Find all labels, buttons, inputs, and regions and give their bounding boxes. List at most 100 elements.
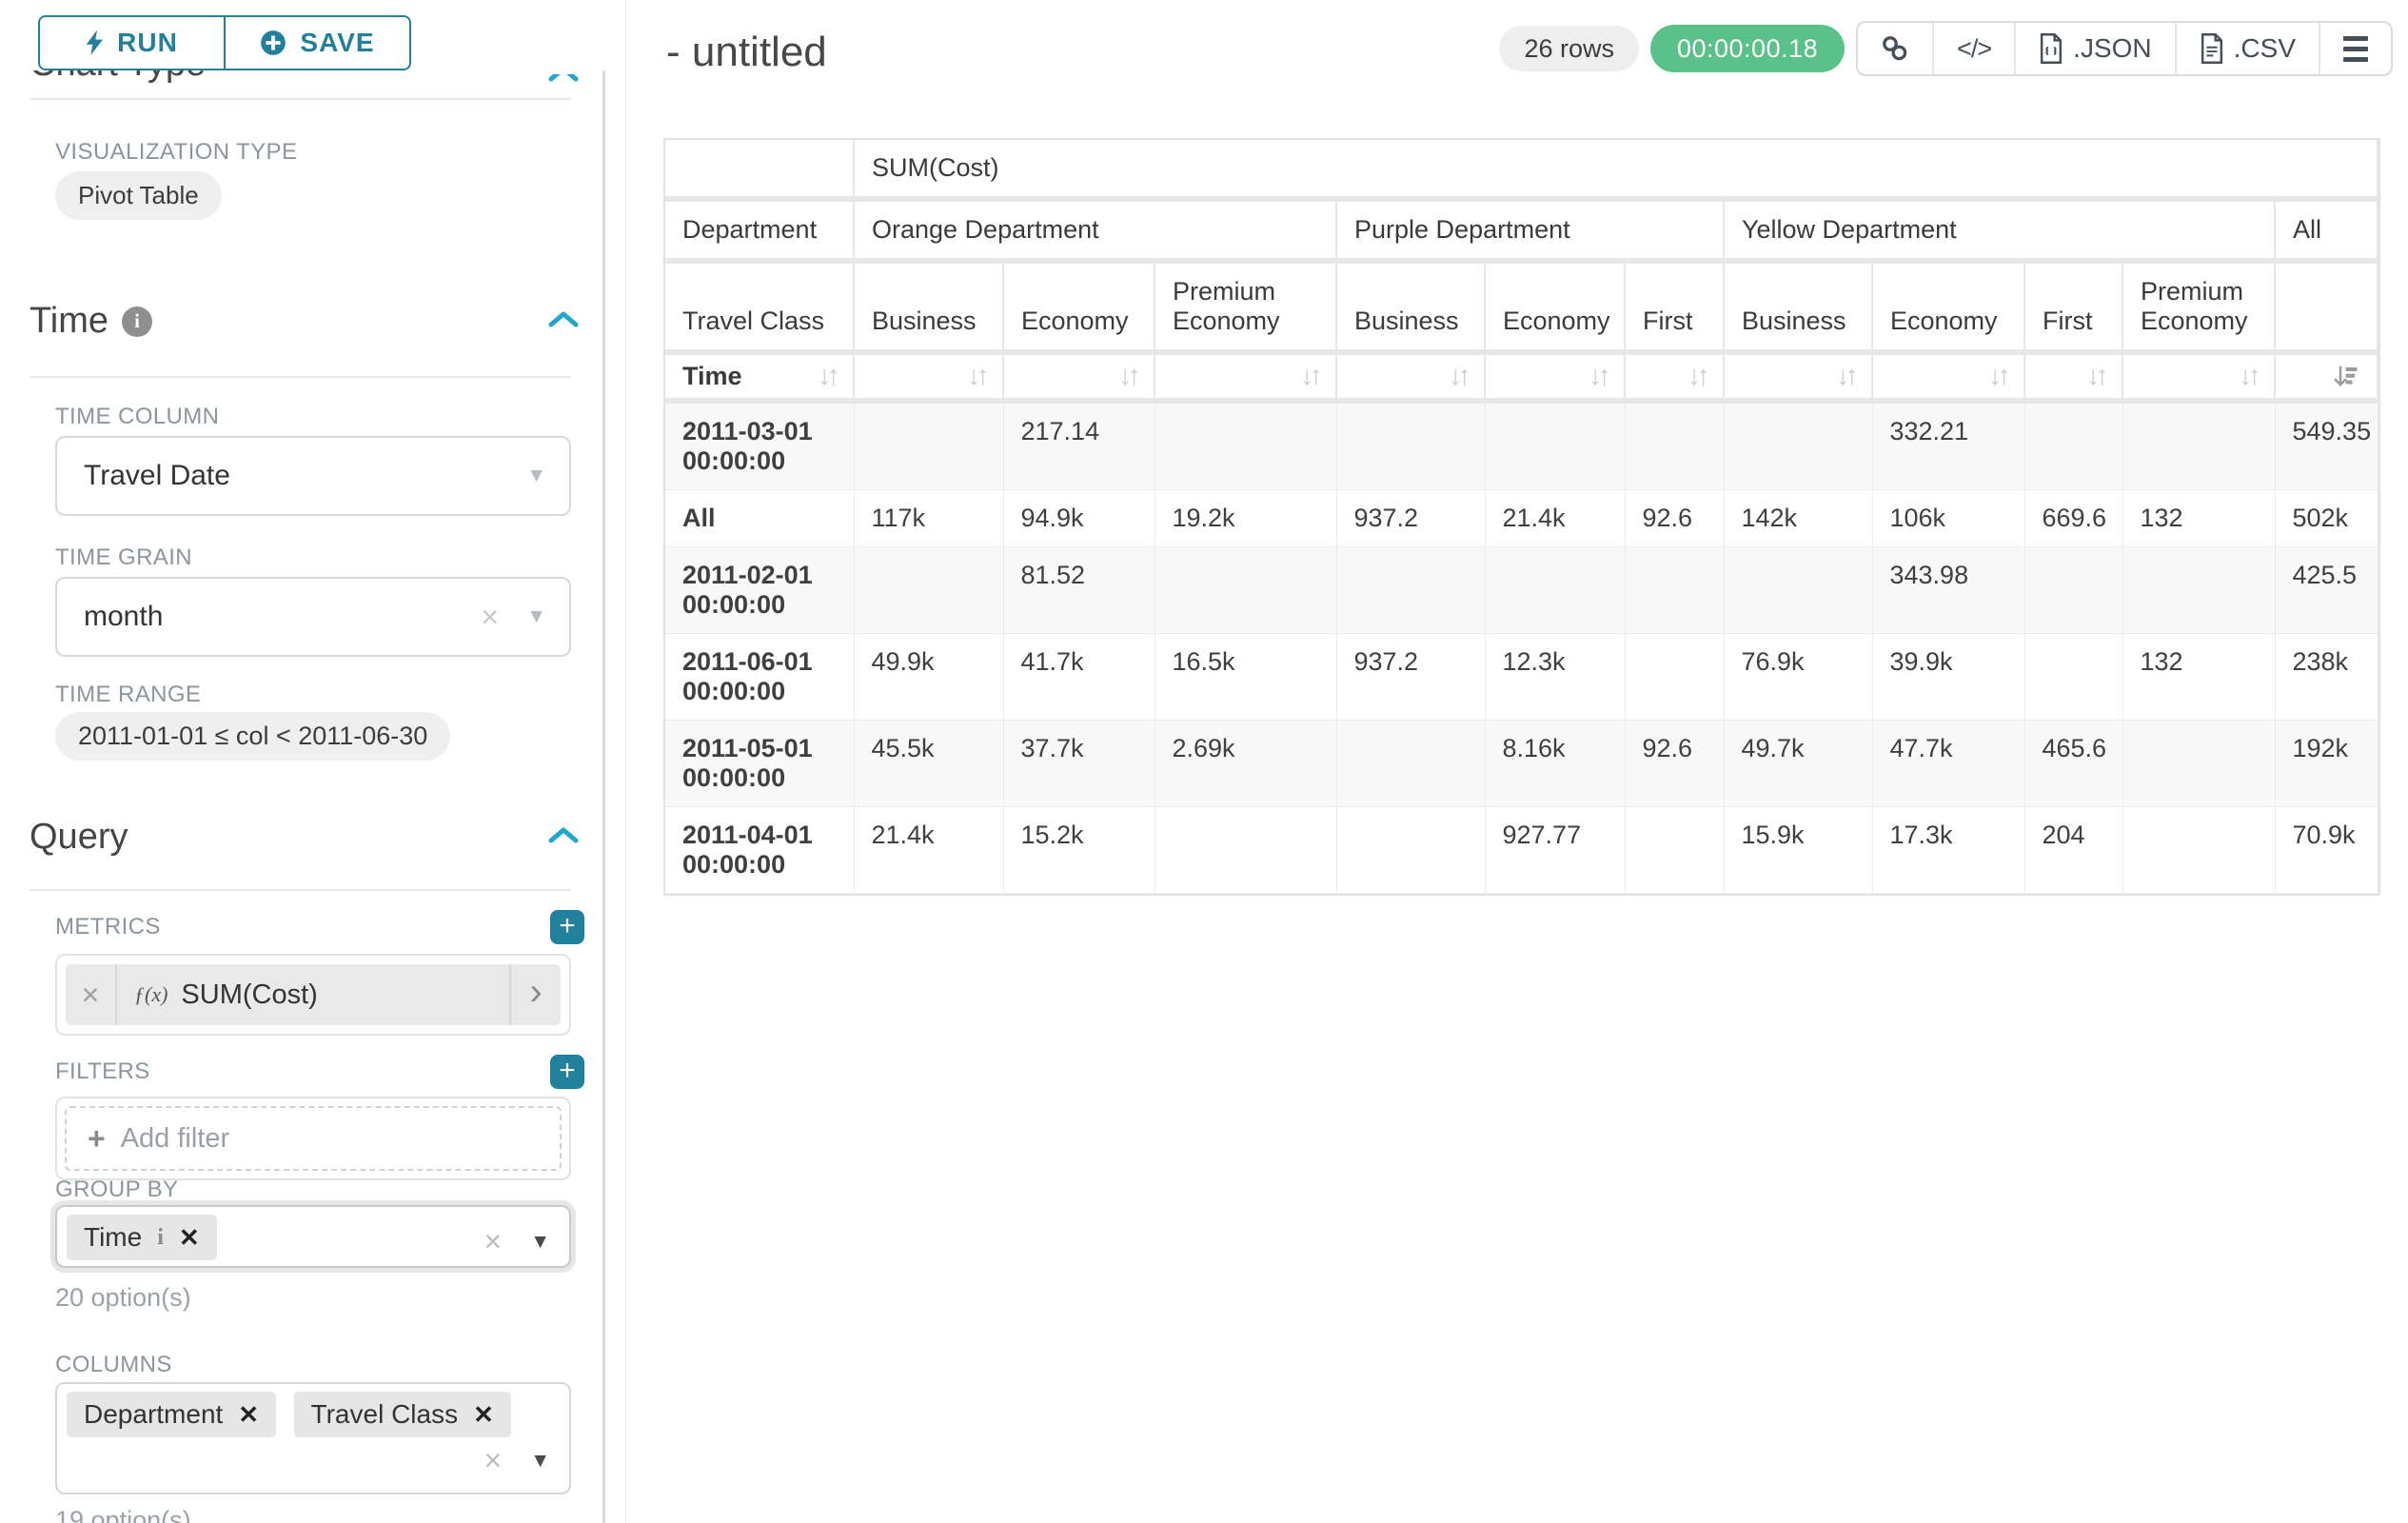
metric-pill[interactable]: × ƒ(x) SUM(Cost) › bbox=[66, 964, 561, 1025]
sort-icon[interactable]: ↓↑ bbox=[2239, 361, 2261, 391]
file-json-icon bbox=[2041, 33, 2063, 64]
column-header: Premium Economy bbox=[2122, 261, 2276, 355]
section-divider bbox=[30, 376, 571, 378]
time-grain-value: month bbox=[84, 601, 164, 632]
sidebar-scrollbar[interactable] bbox=[602, 0, 605, 1523]
column-group-header: Yellow Department bbox=[1724, 199, 2276, 264]
chevron-up-icon[interactable] bbox=[546, 74, 588, 86]
run-save-button-group: RUN SAVE bbox=[38, 15, 411, 70]
sort-icon[interactable]: ↓↑ bbox=[1118, 361, 1141, 391]
sort-cell: ↓↑ bbox=[2024, 352, 2123, 404]
remove-tag-icon[interactable]: ✕ bbox=[238, 1399, 260, 1429]
table-cell bbox=[2024, 546, 2123, 634]
embed-code-button[interactable]: </> bbox=[1932, 23, 2014, 74]
time-grain-select[interactable]: month × ▼ bbox=[55, 577, 571, 657]
sort-cell: ↓↑ bbox=[1872, 352, 2025, 404]
visualization-type-pill[interactable]: Pivot Table bbox=[55, 171, 222, 220]
run-button[interactable]: RUN bbox=[40, 17, 224, 69]
sort-icon[interactable]: ↓↑ bbox=[818, 361, 840, 391]
table-cell: 8.16k bbox=[1485, 720, 1626, 807]
table-cell: 16.5k bbox=[1155, 633, 1337, 721]
table-cell: 76.9k bbox=[1724, 633, 1873, 721]
table-cell: 15.9k bbox=[1724, 806, 1873, 894]
tag-label: Time bbox=[84, 1222, 143, 1252]
sort-descending-icon[interactable] bbox=[2331, 363, 2359, 391]
table-cell: 49.9k bbox=[854, 633, 1004, 721]
sort-icon[interactable]: ↓↑ bbox=[1688, 361, 1710, 391]
export-csv-label: .CSV bbox=[2233, 33, 2296, 63]
add-metric-button[interactable]: + bbox=[550, 910, 584, 944]
column-header: First bbox=[1625, 261, 1725, 355]
table-row: 2011-02-01 00:00:00 81.52 343.98 425.5 bbox=[665, 546, 2378, 634]
chevron-up-icon[interactable] bbox=[546, 308, 581, 336]
sort-cell: ↓↑ bbox=[2122, 352, 2276, 404]
table-cell bbox=[1625, 401, 1725, 490]
table-cell: 94.9k bbox=[1003, 489, 1155, 547]
table-cell: 21.4k bbox=[1485, 489, 1626, 547]
table-cell: 12.3k bbox=[1485, 633, 1626, 721]
sort-cell: ↓↑ bbox=[1336, 352, 1486, 404]
menu-button[interactable] bbox=[2319, 23, 2391, 74]
group-by-options-hint: 20 option(s) bbox=[55, 1283, 191, 1312]
table-cell: 49.7k bbox=[1724, 720, 1873, 807]
table-cell: 937.2 bbox=[1336, 489, 1486, 547]
sort-icon[interactable]: ↓↑ bbox=[1836, 361, 1859, 391]
time-range-pill[interactable]: 2011-01-01 ≤ col < 2011-06-30 bbox=[55, 712, 451, 761]
group-by-select[interactable]: Time i ✕ × ▼ bbox=[55, 1205, 571, 1268]
link-icon bbox=[1883, 36, 1907, 61]
sort-icon[interactable]: ↓↑ bbox=[2086, 361, 2109, 391]
clear-x-icon[interactable]: × bbox=[481, 599, 499, 634]
save-button[interactable]: SAVE bbox=[224, 17, 409, 69]
table-cell bbox=[2122, 401, 2276, 490]
table-row: 2011-05-01 00:00:00 45.5k 37.7k 2.69k 8.16k 9… bbox=[665, 720, 2378, 807]
time-column-select[interactable]: Travel Date ▼ bbox=[55, 436, 571, 516]
clear-x-icon[interactable]: × bbox=[484, 1443, 503, 1477]
column-group-row: Department Orange Department Purple Depart… bbox=[665, 199, 2379, 264]
chevron-up-icon[interactable] bbox=[546, 824, 581, 852]
section-divider bbox=[30, 98, 571, 100]
column-header: Business bbox=[1724, 261, 1873, 355]
filters-control: + Add filter bbox=[55, 1097, 571, 1180]
metric-header-row: SUM(Cost) bbox=[665, 140, 2379, 202]
sort-cell: ↓↑ bbox=[1724, 352, 1873, 404]
columns-select[interactable]: Department ✕ Travel Class ✕ × ▼ bbox=[55, 1382, 571, 1494]
sort-row: Time ↓↑ ↓↑ ↓↑ ↓↑ ↓↑ ↓↑ ↓↑ ↓↑ ↓↑ ↓↑ ↓↑ bbox=[665, 352, 2379, 404]
add-filter-plus-button[interactable]: + bbox=[550, 1055, 584, 1089]
group-by-tag-time[interactable]: Time i ✕ bbox=[67, 1215, 217, 1260]
remove-tag-icon[interactable]: ✕ bbox=[178, 1222, 200, 1252]
table-cell: 70.9k bbox=[2275, 806, 2378, 894]
sort-icon[interactable]: ↓↑ bbox=[1300, 361, 1323, 391]
copy-link-button[interactable] bbox=[1858, 23, 1932, 74]
sort-cell: ↓↑ bbox=[1625, 352, 1725, 404]
sort-icon[interactable]: ↓↑ bbox=[1449, 361, 1471, 391]
visualization-type-label: VISUALIZATION TYPE bbox=[55, 139, 298, 165]
table-cell bbox=[1724, 401, 1873, 490]
add-filter-label: Add filter bbox=[120, 1122, 230, 1154]
caret-down-icon[interactable]: ▼ bbox=[530, 1230, 550, 1253]
remove-tag-icon[interactable]: ✕ bbox=[473, 1399, 494, 1429]
table-cell bbox=[854, 401, 1004, 490]
caret-down-icon[interactable]: ▼ bbox=[530, 1449, 550, 1472]
export-json-button[interactable]: .JSON bbox=[2014, 23, 2174, 74]
sort-icon[interactable]: ↓↑ bbox=[967, 361, 990, 391]
group-by-label: GROUP BY bbox=[55, 1177, 179, 1202]
sort-icon[interactable]: ↓↑ bbox=[1988, 361, 2011, 391]
info-icon[interactable]: i bbox=[122, 306, 153, 337]
export-csv-button[interactable]: .CSV bbox=[2174, 23, 2319, 74]
table-cell bbox=[1155, 546, 1337, 634]
table-cell: 332.21 bbox=[1872, 401, 2025, 490]
chevron-right-icon[interactable]: › bbox=[509, 964, 561, 1025]
time-column-value: Travel Date bbox=[84, 460, 230, 491]
info-icon[interactable]: i bbox=[157, 1224, 164, 1250]
time-section-title: Time i bbox=[30, 301, 153, 342]
section-divider bbox=[30, 889, 571, 891]
remove-metric-icon[interactable]: × bbox=[66, 964, 117, 1025]
clear-x-icon[interactable]: × bbox=[484, 1224, 503, 1258]
add-filter-button[interactable]: + Add filter bbox=[65, 1106, 562, 1171]
table-cell bbox=[1336, 720, 1486, 807]
tag-label: Travel Class bbox=[310, 1399, 459, 1429]
result-actions: 26 rows 00:00:00.18 </> .JSON .CSV bbox=[1499, 21, 2393, 76]
columns-tag-department[interactable]: Department ✕ bbox=[67, 1392, 277, 1437]
sort-icon[interactable]: ↓↑ bbox=[1589, 361, 1611, 391]
columns-tag-travel-class[interactable]: Travel Class ✕ bbox=[293, 1392, 511, 1437]
